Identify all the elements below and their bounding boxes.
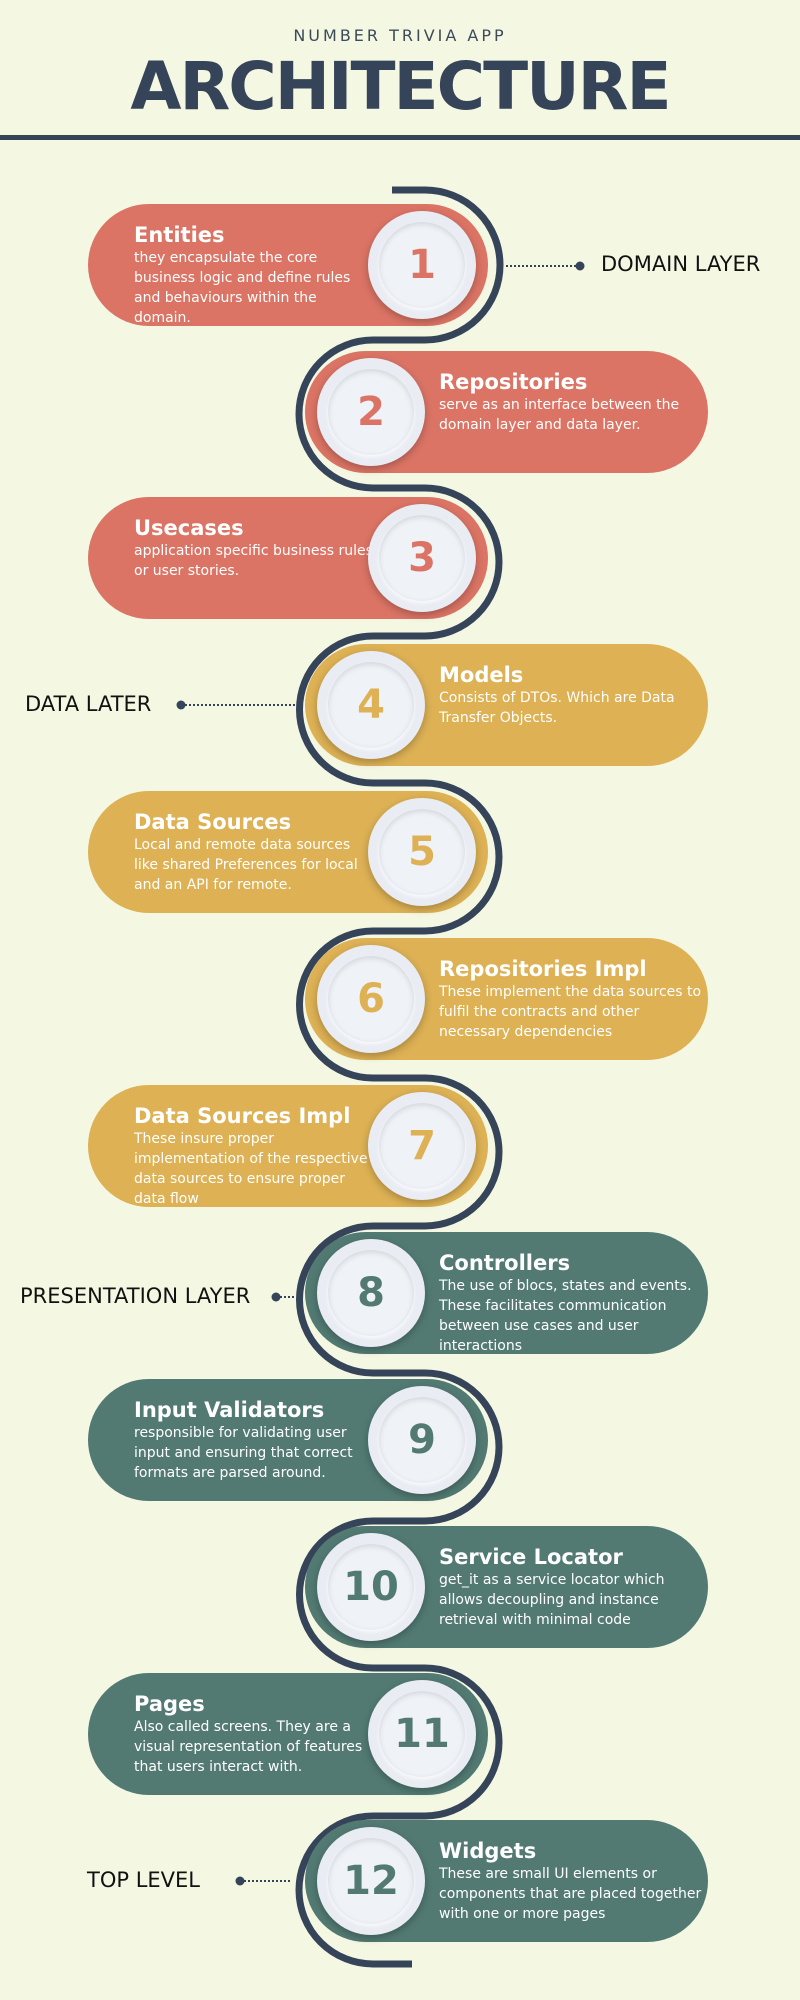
step-title: Repositories [439,370,588,394]
step-text: Entities they encapsulate the core busine… [134,222,374,328]
step-description: get_it as a service locator which allows… [439,1572,665,1628]
step-description: application specific business rules or u… [134,543,373,579]
step-number-badge: 9 [368,1386,476,1494]
step-number-badge: 5 [368,798,476,906]
presentation-connector-dot [271,1292,281,1302]
step-description: The use of blocs, states and events. The… [439,1278,692,1354]
step-number: 5 [379,809,465,895]
domain-layer-label: DOMAIN LAYER [601,252,761,276]
step-number-badge: 4 [317,651,425,759]
step-9: Input Validators responsible for validati… [88,1379,488,1501]
step-1: Entities they encapsulate the core busine… [88,204,488,326]
top-connector-dot [235,1876,245,1886]
step-title: Data Sources [134,810,292,834]
step-number: 6 [328,956,414,1042]
step-6: Repositories Impl These implement the dat… [305,938,708,1060]
top-level-label: TOP LEVEL [87,1868,200,1892]
step-title: Repositories Impl [439,957,647,981]
header: NUMBER TRIVIA APP ARCHITECTURE [0,0,800,145]
step-number: 2 [328,369,414,455]
step-number-badge: 2 [317,358,425,466]
step-text: Pages Also called screens. They are a vis… [134,1691,374,1777]
step-description: Consists of DTOs. Which are Data Transfe… [439,690,675,726]
step-description: they encapsulate the core business logic… [134,250,351,326]
step-number-badge: 11 [368,1680,476,1788]
step-description: These insure proper implementation of th… [134,1131,368,1207]
step-10: Service Locator get_it as a service locat… [305,1526,708,1648]
step-title: Pages [134,1692,205,1716]
step-number: 11 [379,1691,465,1777]
presentation-layer-label: PRESENTATION LAYER [20,1284,251,1308]
header-divider [0,135,800,140]
step-description: responsible for validating user input an… [134,1425,353,1481]
step-text: Repositories serve as an interface betwee… [439,369,704,435]
step-text: Widgets These are small UI elements or co… [439,1838,704,1924]
step-number: 1 [379,222,465,308]
step-text: Usecases application specific business ru… [134,515,374,581]
step-text: Data Sources Local and remote data source… [134,809,374,895]
step-number: 9 [379,1397,465,1483]
step-number-badge: 12 [317,1827,425,1935]
step-description: serve as an interface between the domain… [439,397,680,433]
app-subtitle: NUMBER TRIVIA APP [293,26,507,45]
step-text: Service Locator get_it as a service locat… [439,1544,704,1630]
step-5: Data Sources Local and remote data source… [88,791,488,913]
step-title: Widgets [439,1839,537,1863]
step-3: Usecases application specific business ru… [88,497,488,619]
step-number: 12 [328,1838,414,1924]
step-title: Input Validators [134,1398,325,1422]
step-description: These implement the data sources to fulf… [439,984,702,1040]
step-8: Controllers The use of blocs, states and … [305,1232,708,1354]
step-number-badge: 10 [317,1533,425,1641]
step-4: Models Consists of DTOs. Which are Data T… [305,644,708,766]
step-text: Data Sources Impl These insure proper imp… [134,1103,374,1209]
step-number: 4 [328,662,414,748]
step-number-badge: 8 [317,1239,425,1347]
step-title: Entities [134,223,225,247]
step-2: Repositories serve as an interface betwee… [305,351,708,473]
step-description: These are small UI elements or component… [439,1866,702,1922]
step-number-badge: 3 [368,504,476,612]
step-number-badge: 7 [368,1092,476,1200]
step-7: Data Sources Impl These insure proper imp… [88,1085,488,1207]
step-title: Usecases [134,516,244,540]
step-text: Repositories Impl These implement the dat… [439,956,704,1042]
step-title: Controllers [439,1251,571,1275]
step-12: Widgets These are small UI elements or co… [305,1820,708,1942]
step-description: Also called screens. They are a visual r… [134,1719,363,1775]
page-title: ARCHITECTURE [130,48,671,125]
step-text: Models Consists of DTOs. Which are Data T… [439,662,704,728]
step-number: 7 [379,1103,465,1189]
step-text: Input Validators responsible for validati… [134,1397,374,1483]
step-title: Data Sources Impl [134,1104,351,1128]
step-number-badge: 1 [368,211,476,319]
step-title: Service Locator [439,1545,623,1569]
data-layer-label: DATA LATER [25,692,152,716]
step-number: 8 [328,1250,414,1336]
data-connector-dot [176,700,186,710]
step-number-badge: 6 [317,945,425,1053]
step-text: Controllers The use of blocs, states and … [439,1250,704,1356]
domain-connector-dot [575,261,585,271]
step-description: Local and remote data sources like share… [134,837,358,893]
step-title: Models [439,663,524,687]
step-number: 10 [328,1544,414,1630]
step-number: 3 [379,515,465,601]
step-11: Pages Also called screens. They are a vis… [88,1673,488,1795]
